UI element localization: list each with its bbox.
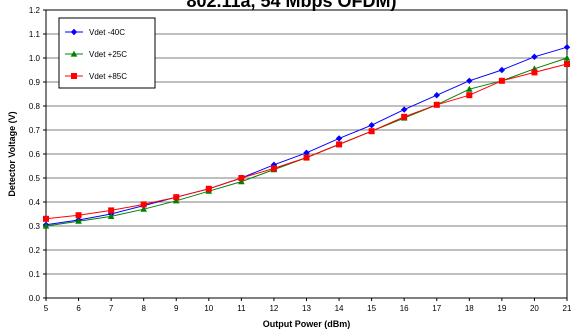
series-vdet-85c bbox=[43, 61, 570, 222]
legend: Vdet -40C Vdet +25C Vdet +85C bbox=[58, 17, 156, 89]
data-point bbox=[466, 92, 473, 99]
y-tick-label: 0.2 bbox=[29, 246, 41, 255]
data-point bbox=[563, 44, 571, 51]
legend-item: Vdet +25C bbox=[65, 50, 127, 59]
data-point bbox=[172, 197, 180, 204]
y-tick-label: 0.0 bbox=[29, 294, 41, 303]
legend-item: Vdet -40C bbox=[65, 28, 125, 37]
x-tick-label: 14 bbox=[335, 304, 344, 313]
legend-marker bbox=[71, 73, 77, 79]
data-point bbox=[336, 141, 343, 148]
y-tick-label: 0.1 bbox=[29, 270, 41, 279]
data-point bbox=[564, 61, 570, 67]
x-tick-label: 18 bbox=[465, 304, 474, 313]
data-point bbox=[466, 85, 473, 92]
y-tick-label: 0.4 bbox=[29, 198, 41, 207]
x-tick-label: 10 bbox=[204, 304, 213, 313]
data-point bbox=[238, 175, 245, 181]
data-point bbox=[400, 106, 408, 113]
y-axis-ticks: 0.0 0.1 0.2 0.3 0.4 0.5 0.6 0.7 0.8 0.9 1.0 1.1 1.2 bbox=[29, 6, 46, 303]
x-tick-label: 21 bbox=[563, 304, 572, 313]
data-point bbox=[466, 77, 473, 84]
x-tick-label: 8 bbox=[141, 304, 146, 313]
data-point bbox=[498, 77, 505, 84]
x-tick-label: 17 bbox=[432, 304, 441, 313]
y-tick-label: 1.0 bbox=[29, 54, 41, 63]
data-point bbox=[75, 212, 82, 219]
data-point bbox=[563, 54, 571, 61]
data-point bbox=[140, 205, 147, 212]
legend-label: Vdet +25C bbox=[89, 50, 127, 59]
data-point bbox=[270, 165, 277, 172]
y-tick-label: 1.1 bbox=[29, 30, 41, 39]
x-tick-label: 7 bbox=[109, 304, 114, 313]
data-point bbox=[303, 154, 310, 161]
x-tick-label: 20 bbox=[530, 304, 539, 313]
legend-item: Vdet +85C bbox=[65, 72, 127, 81]
legend-marker bbox=[70, 50, 78, 57]
x-axis-ticks: 5 6 7 8 9 10 11 12 13 14 15 16 17 18 19 20 21 bbox=[44, 298, 572, 313]
data-point bbox=[433, 92, 440, 99]
x-tick-label: 9 bbox=[174, 304, 179, 313]
data-point bbox=[205, 185, 212, 192]
data-point bbox=[368, 122, 375, 129]
data-point bbox=[108, 207, 115, 214]
x-tick-label: 19 bbox=[497, 304, 506, 313]
y-tick-label: 0.6 bbox=[29, 150, 41, 159]
data-point bbox=[238, 178, 245, 185]
data-point bbox=[368, 128, 375, 135]
x-tick-label: 13 bbox=[302, 304, 311, 313]
y-axis-title: Detector Voltage (V) bbox=[7, 111, 17, 196]
data-point bbox=[401, 113, 408, 120]
data-point bbox=[498, 66, 506, 74]
x-tick-label: 5 bbox=[44, 304, 49, 313]
data-point bbox=[43, 215, 49, 222]
data-point bbox=[42, 222, 50, 229]
data-point bbox=[107, 213, 115, 219]
y-tick-label: 0.7 bbox=[29, 126, 41, 135]
x-tick-label: 15 bbox=[367, 304, 376, 313]
y-tick-label: 0.3 bbox=[29, 222, 41, 231]
x-tick-label: 16 bbox=[400, 304, 409, 313]
y-tick-label: 0.8 bbox=[29, 102, 41, 111]
data-point bbox=[173, 194, 180, 201]
y-tick-label: 0.9 bbox=[29, 78, 41, 87]
legend-marker bbox=[70, 28, 78, 36]
data-point bbox=[433, 101, 440, 108]
x-tick-label: 12 bbox=[269, 304, 278, 313]
data-point bbox=[140, 201, 147, 208]
data-point bbox=[531, 69, 538, 76]
data-point bbox=[303, 149, 310, 156]
y-tick-label: 0.5 bbox=[29, 174, 41, 183]
data-point bbox=[335, 135, 343, 142]
series-group bbox=[42, 44, 571, 229]
data-point bbox=[531, 53, 538, 60]
x-tick-label: 6 bbox=[76, 304, 81, 313]
legend-label: Vdet -40C bbox=[89, 28, 125, 37]
x-axis-title: Output Power (dBm) bbox=[263, 319, 351, 329]
chart-title: 802.11a, 54 Mbps OFDM) bbox=[186, 0, 397, 11]
y-tick-label: 1.2 bbox=[29, 6, 41, 15]
data-point bbox=[75, 217, 82, 224]
legend-label: Vdet +85C bbox=[89, 72, 127, 81]
x-tick-label: 11 bbox=[237, 304, 246, 313]
